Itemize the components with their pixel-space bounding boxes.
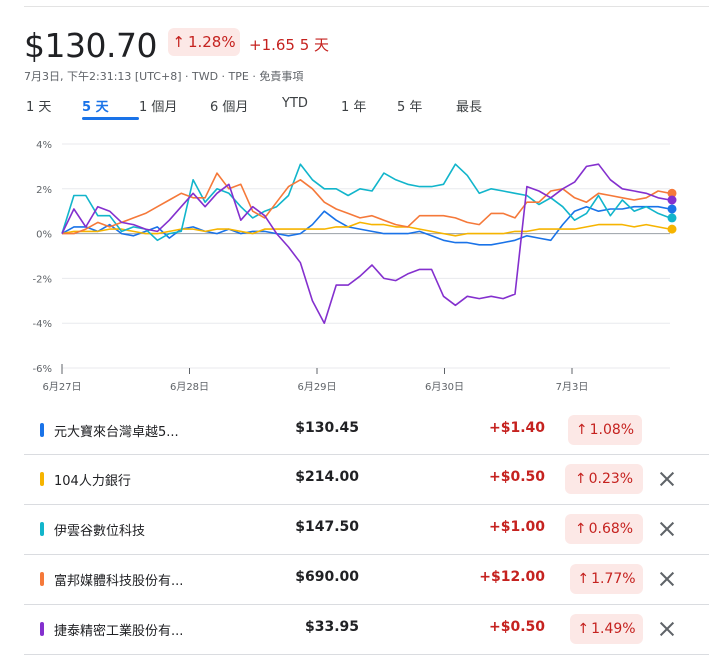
arrow-up-icon: ↑ (575, 422, 588, 438)
list-item[interactable]: 104人力銀行 $214.00 +$0.50 ↑ 0.23% (24, 455, 709, 505)
stock-change-badge: ↑ 1.08% (568, 415, 642, 445)
list-item[interactable]: 伊雲谷數位科技 $147.50 +$1.00 ↑ 0.68% (24, 505, 709, 555)
series-color-marker (40, 522, 44, 536)
series-color-marker (40, 472, 44, 486)
stock-name: 104人力銀行 (54, 474, 131, 489)
x-tick-label: 7月3日 (556, 381, 589, 393)
x-tick-label: 6月28日 (170, 381, 209, 393)
tab-ytd[interactable]: YTD (282, 96, 308, 111)
arrow-up-icon: ↑ (574, 471, 587, 487)
stock-change: +$1.00 (488, 519, 545, 535)
arrow-up-icon: ↑ (172, 33, 185, 51)
stock-name: 伊雲谷數位科技 (54, 524, 146, 539)
stock-name: 元大寶來台灣卓越5... (54, 425, 179, 440)
list-item[interactable]: 元大寶來台灣卓越5... $130.45 +$1.40 ↑ 1.08% (24, 406, 709, 455)
comparison-list: 元大寶來台灣卓越5... $130.45 +$1.40 ↑ 1.08% 104人力… (24, 406, 709, 655)
tab-1-day[interactable]: 1 天 (26, 100, 52, 115)
stock-change-percent: 1.77% (591, 571, 636, 587)
remove-comparison-button[interactable] (655, 567, 679, 591)
y-tick-label: 2% (36, 185, 52, 196)
series-end-dot-1 (667, 224, 677, 234)
x-tick-label: 6月29日 (297, 381, 336, 393)
stock-change-badge: ↑ 0.23% (565, 464, 643, 494)
y-tick-label: 4% (36, 140, 52, 151)
stock-change-percent: 0.68% (588, 521, 634, 537)
stock-change-percent: 0.23% (588, 471, 634, 487)
quote-meta: 7月3日, 下午2:31:13 [UTC+8] · TWD · TPE · 免責… (24, 70, 304, 83)
series-line-4 (61, 163, 671, 324)
list-item[interactable]: 富邦媒體科技股份有... $690.00 +$12.00 ↑ 1.77% (24, 555, 709, 605)
stock-change: +$0.50 (488, 619, 545, 635)
stock-price: $147.50 (295, 519, 359, 535)
change-amount: +1.65 5 天 (249, 36, 330, 54)
stock-price: $130.45 (295, 420, 359, 436)
stock-change-percent: 1.49% (591, 621, 636, 637)
x-tick-label: 6月30日 (425, 381, 464, 393)
tab-5-day[interactable]: 5 天 (82, 96, 139, 120)
stock-change-badge: ↑ 1.77% (570, 564, 643, 594)
series-color-marker (40, 572, 44, 586)
tab-6-month[interactable]: 6 個月 (210, 100, 249, 115)
stock-change: +$0.50 (488, 469, 545, 485)
series-color-marker (40, 622, 44, 636)
time-range-tabs: 1 天 5 天 1 個月 6 個月 YTD 1 年 5 年 最長 (26, 96, 483, 120)
series-line-3 (62, 172, 671, 235)
stock-name: 捷泰精密工業股份有... (54, 624, 184, 639)
series-line-0 (61, 205, 671, 246)
remove-comparison-button[interactable] (655, 467, 679, 491)
series-end-dot-3 (667, 188, 677, 198)
arrow-up-icon: ↑ (577, 571, 590, 587)
stock-price: $690.00 (295, 569, 359, 585)
remove-comparison-button[interactable] (655, 517, 679, 541)
series-end-dot-2 (667, 213, 677, 223)
series-line-2 (61, 163, 671, 242)
arrow-up-icon: ↑ (574, 521, 587, 537)
stock-price: $33.95 (304, 619, 359, 635)
series-end-dot-0 (667, 204, 677, 214)
tab-1-year[interactable]: 1 年 (341, 100, 367, 115)
arrow-up-icon: ↑ (577, 621, 590, 637)
stock-name: 富邦媒體科技股份有... (54, 574, 184, 589)
change-percent-badge: ↑ 1.28% (168, 28, 240, 56)
x-tick-label: 6月27日 (42, 381, 81, 393)
list-item[interactable]: 捷泰精密工業股份有... $33.95 +$0.50 ↑ 1.49% (24, 605, 709, 655)
stock-price: $214.00 (295, 469, 359, 485)
change-percent-text: 1.28% (187, 33, 236, 51)
remove-comparison-button[interactable] (655, 617, 679, 641)
top-divider (24, 6, 709, 7)
price-comparison-chart[interactable]: 4% 2% 0% -2% -4% -6% 6月27日 6月28日 6月29日 6月30日 7月3日 (0, 132, 709, 397)
series-line-1 (61, 221, 671, 237)
y-tick-label: -4% (33, 319, 52, 330)
tab-max[interactable]: 最長 (456, 100, 483, 115)
y-tick-label: 0% (36, 230, 52, 241)
tab-5-year[interactable]: 5 年 (397, 100, 423, 115)
stock-change: +$12.00 (479, 569, 545, 585)
stock-change-badge: ↑ 0.68% (565, 514, 643, 544)
current-price: $130.70 (24, 26, 157, 65)
stock-change-percent: 1.08% (589, 422, 635, 438)
tab-1-month[interactable]: 1 個月 (139, 100, 178, 115)
stock-change-badge: ↑ 1.49% (570, 614, 643, 644)
series-end-dot-4 (667, 195, 677, 205)
series-color-marker (40, 423, 44, 437)
stock-change: +$1.40 (488, 420, 545, 436)
y-tick-label: -6% (33, 364, 52, 375)
y-tick-label: -2% (33, 274, 52, 285)
